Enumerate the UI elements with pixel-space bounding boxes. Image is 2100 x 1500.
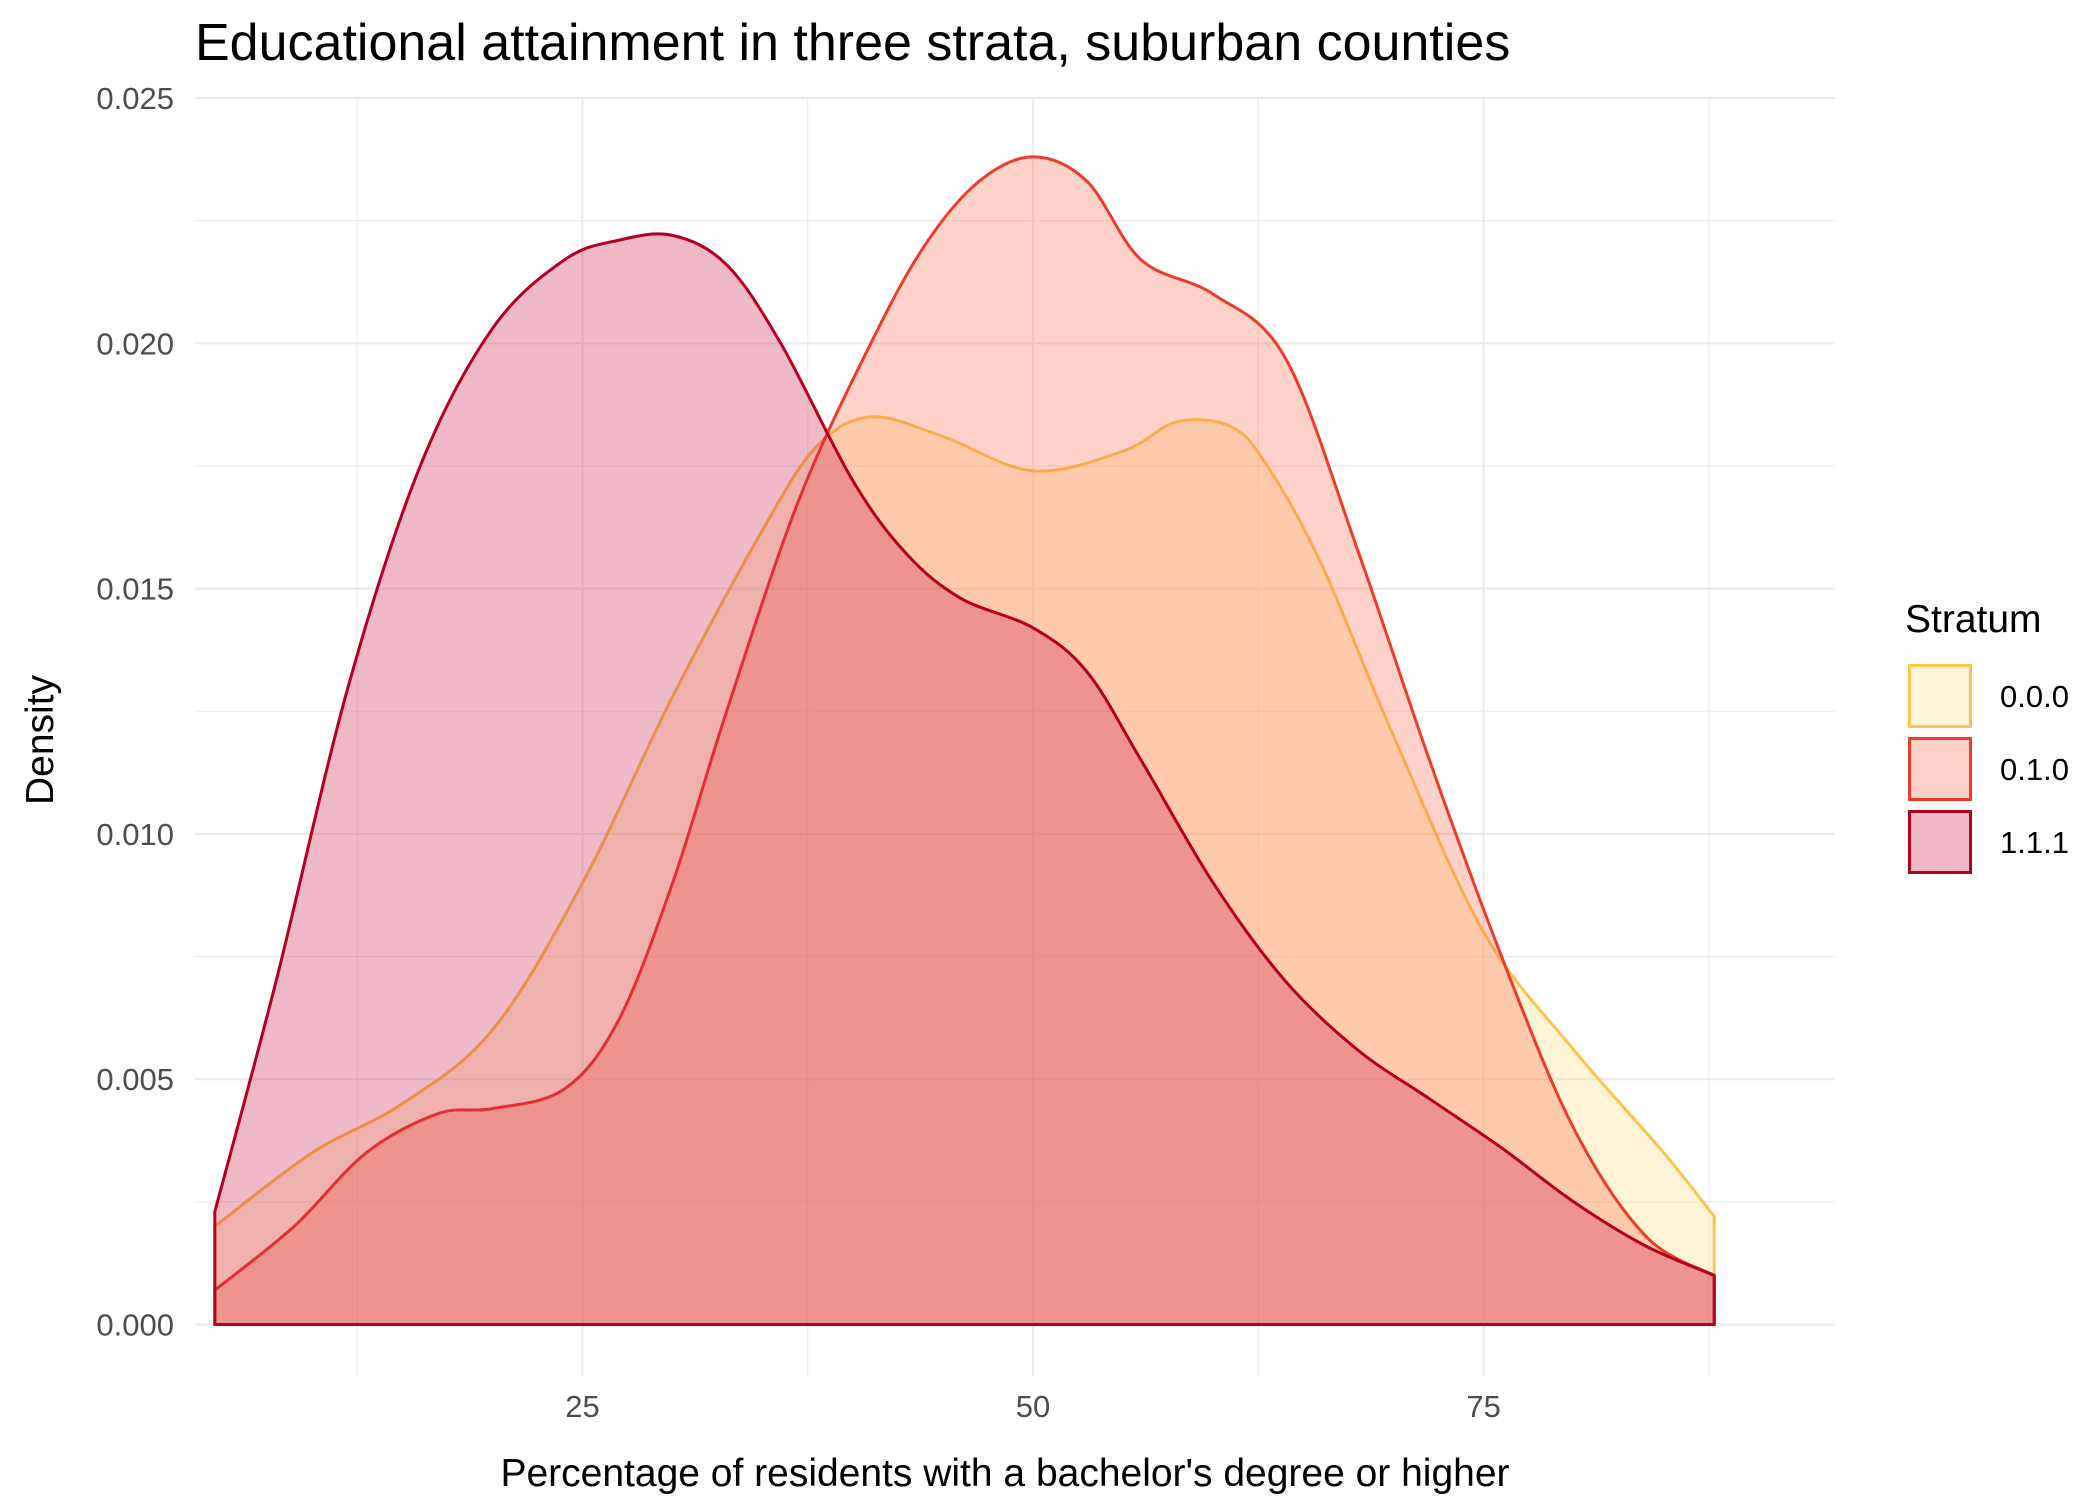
legend-key-bg	[1908, 810, 1972, 874]
legend-key-swatch	[1908, 737, 1972, 801]
y-tick-label: 0.000	[96, 1307, 174, 1342]
density-areas	[213, 155, 1716, 1326]
legend-label: 0.1.0	[2000, 752, 2069, 787]
legend-title: Stratum	[1905, 598, 2042, 641]
legend-key-bg	[1908, 737, 1972, 801]
legend-item: 0.1.0	[1908, 737, 2069, 801]
legend-key-bg	[1908, 664, 1972, 728]
x-tick-label: 75	[1466, 1389, 1500, 1424]
x-axis-title: Percentage of residents with a bachelor'…	[500, 1452, 1509, 1495]
legend-item: 1.1.1	[1908, 810, 2069, 874]
legend-key-swatch	[1908, 664, 1972, 728]
axis-ticks: 0.000 0.005 0.010 0.015 0.020 0.025 25 50 75	[96, 81, 1500, 1424]
y-axis-title: Density	[19, 674, 62, 805]
chart-title: Educational attainment in three strata, …	[195, 14, 1510, 72]
y-tick-label: 0.020	[96, 326, 174, 361]
legend-label: 1.1.1	[2000, 825, 2069, 860]
y-tick-label: 0.010	[96, 817, 174, 852]
legend-item: 0.0.0	[1908, 664, 2069, 728]
x-tick-label: 50	[1016, 1389, 1050, 1424]
density-area-1.1.1	[213, 232, 1716, 1326]
legend-key-swatch	[1908, 810, 1972, 874]
legend-label: 0.0.0	[2000, 679, 2069, 714]
density-area-0.0.0	[213, 415, 1716, 1326]
y-tick-label: 0.025	[96, 81, 174, 116]
grid	[195, 96, 1835, 1376]
y-tick-label: 0.005	[96, 1062, 174, 1097]
legend: Stratum 0.0.0 0.1.0 1.1.1	[1905, 598, 2069, 874]
y-tick-label: 0.015	[96, 572, 174, 607]
x-tick-label: 25	[565, 1389, 599, 1424]
legend-items: 0.0.0 0.1.0 1.1.1	[1908, 664, 2069, 874]
